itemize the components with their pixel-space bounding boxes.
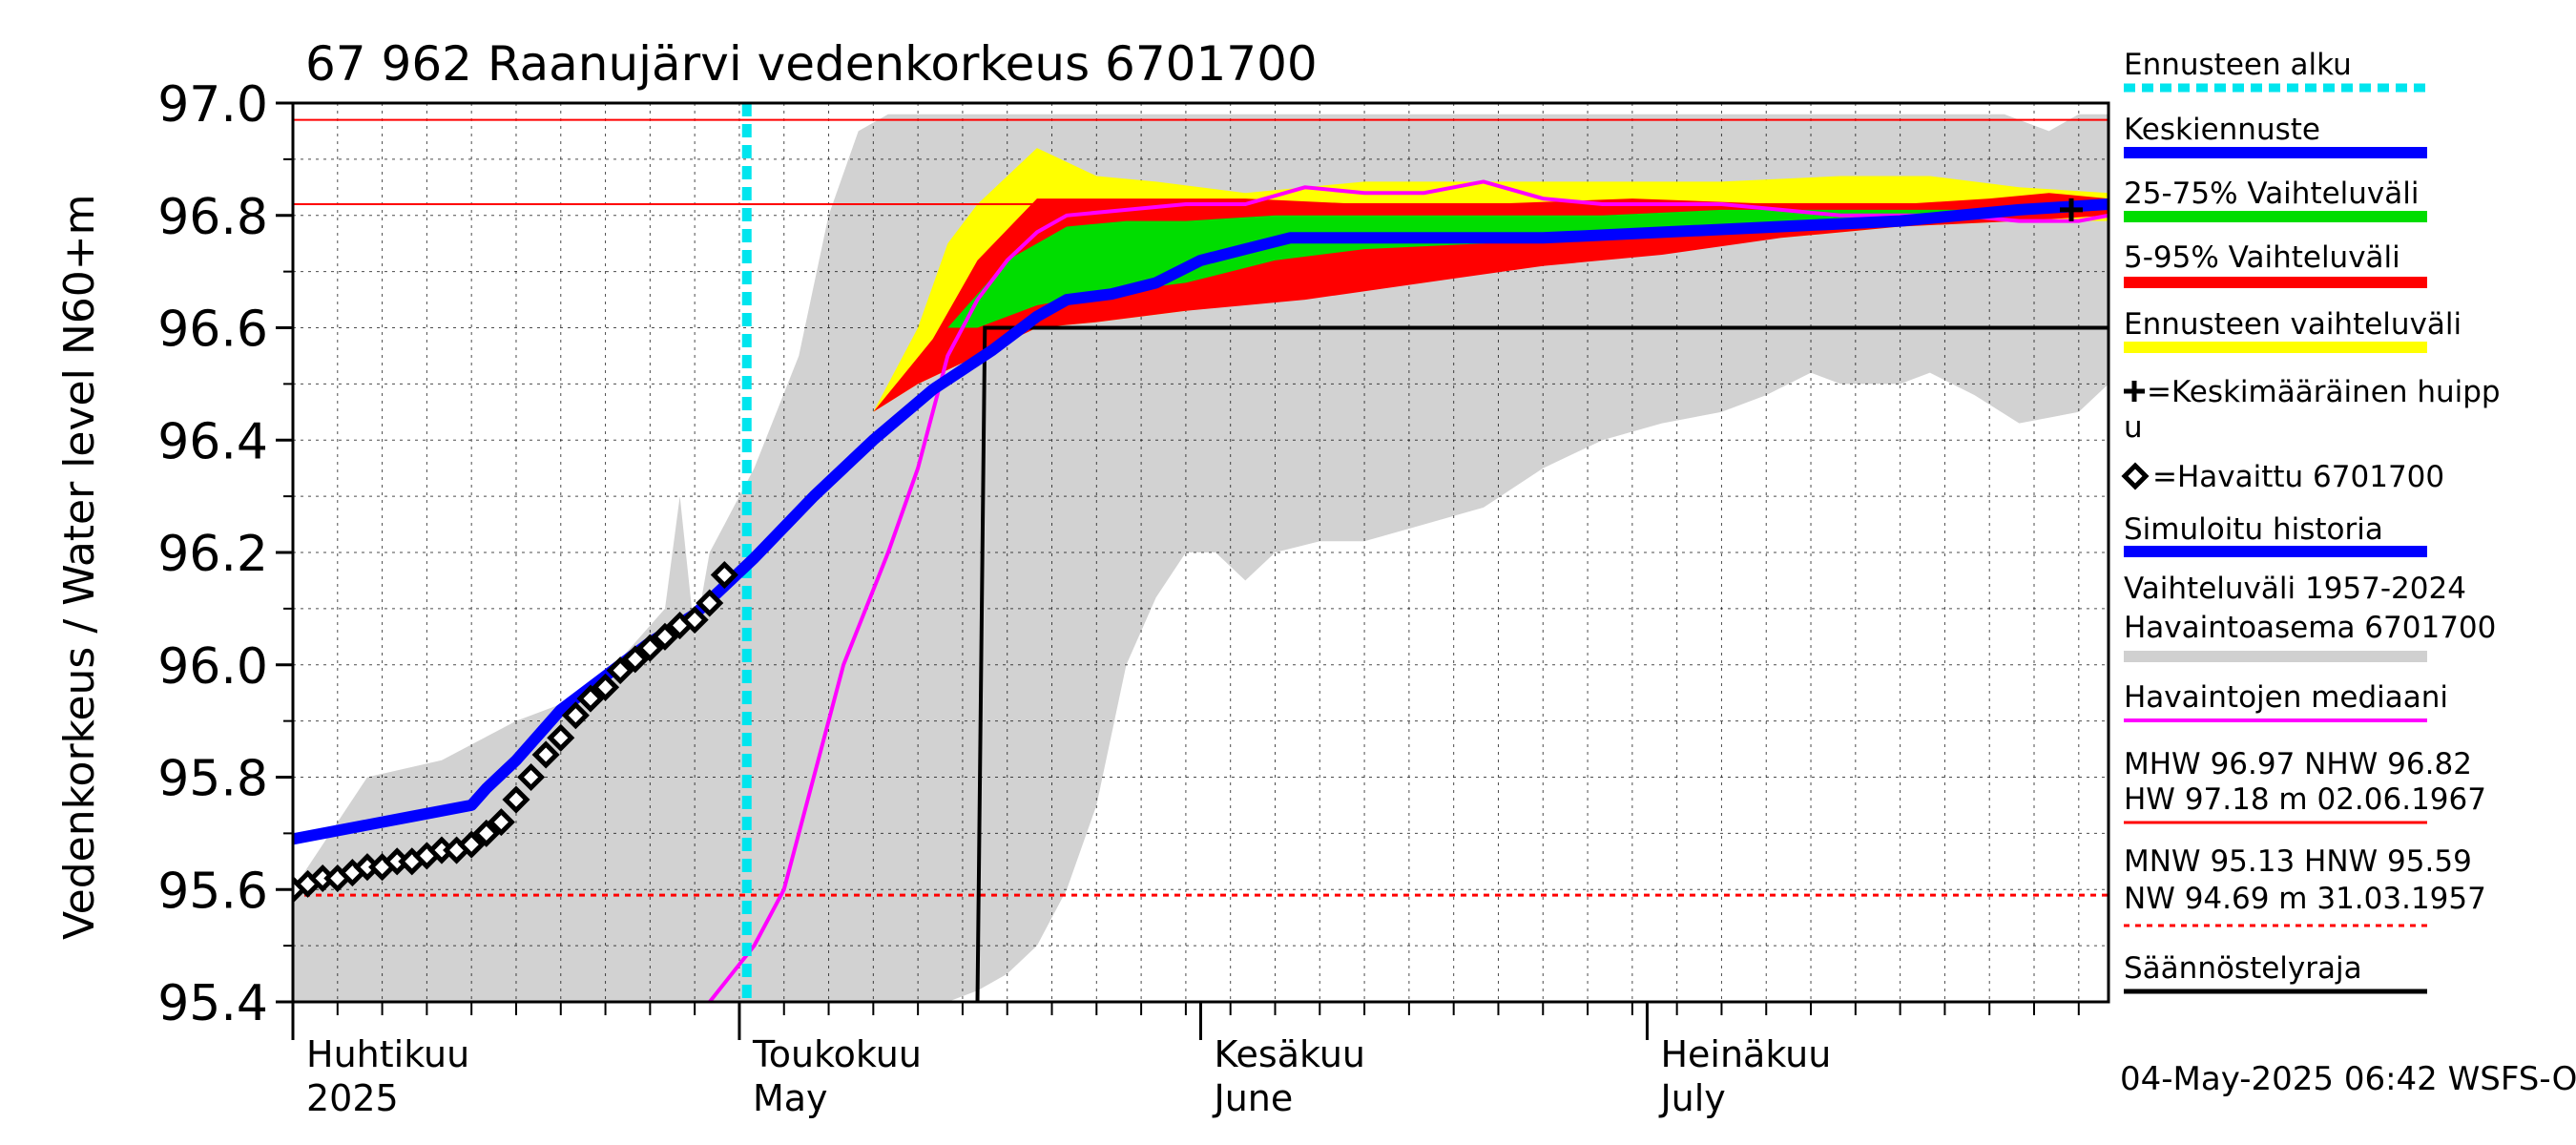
observed-point xyxy=(472,819,501,847)
legend-label: Havaintojen mediaani xyxy=(2124,680,2448,715)
y-axis-label: Vedenkorkeus / Water level N60+m xyxy=(55,195,104,940)
observed-point xyxy=(635,634,664,662)
legend-label: MHW 96.97 NHW 96.82 xyxy=(2124,747,2472,781)
month-label-en: 2025 xyxy=(306,1077,399,1119)
y-tick-label: 97.0 xyxy=(157,76,268,134)
legend-label: =Havaittu 6701700 xyxy=(2152,460,2444,494)
month-label-fi: Toukokuu xyxy=(752,1033,922,1075)
y-tick-label: 96.4 xyxy=(157,413,268,470)
mean-peak-marker xyxy=(2060,198,2083,221)
y-tick-label: 96.8 xyxy=(157,189,268,246)
legend-label: Simuloitu historia xyxy=(2124,512,2383,547)
observed-point xyxy=(457,830,486,859)
legend-label: Havaintoasema 6701700 xyxy=(2124,611,2496,645)
observed-point xyxy=(680,606,709,635)
legend-label: Vaihteluväli 1957-2024 xyxy=(2124,572,2466,606)
month-label-en: June xyxy=(1213,1077,1294,1119)
legend-label: NW 94.69 m 31.03.1957 xyxy=(2124,882,2486,916)
observed-point xyxy=(651,622,679,651)
legend-label: Säännöstelyraja xyxy=(2124,951,2362,986)
timestamp-footer: 04-May-2025 06:42 WSFS-O xyxy=(2120,1060,2576,1098)
mean-forecast-line xyxy=(293,198,2109,845)
y-tick-label: 96.2 xyxy=(157,526,268,583)
month-label-en: July xyxy=(1658,1077,1725,1119)
observed-point xyxy=(487,808,515,837)
legend-label: Ennusteen alku xyxy=(2124,48,2352,82)
plot-content xyxy=(293,103,2109,1002)
observed-point xyxy=(710,561,738,590)
legend-label: Keskiennuste xyxy=(2124,113,2320,147)
legend: Ennusteen alku Keskiennuste 25-75% Vaihtel… xyxy=(2121,48,2501,994)
month-label-fi: Heinäkuu xyxy=(1660,1033,1831,1075)
observed-point xyxy=(696,589,724,617)
observed-point xyxy=(606,656,634,685)
observed-point xyxy=(502,785,530,814)
legend-label: HW 97.18 m 02.06.1967 xyxy=(2124,782,2486,817)
month-label-fi: Huhtikuu xyxy=(306,1033,469,1075)
legend-label: =Keskimääräinen huipp xyxy=(2147,375,2501,409)
observed-point xyxy=(592,673,620,701)
chart-title: 67 962 Raanujärvi vedenkorkeus 6701700 xyxy=(305,36,1318,92)
y-tick-label: 95.6 xyxy=(157,863,268,920)
y-tick-label: 96.6 xyxy=(157,302,268,359)
observed-point xyxy=(517,762,546,792)
month-label-en: May xyxy=(753,1077,828,1119)
observed-point xyxy=(576,684,605,713)
median-history-line xyxy=(708,179,2109,1002)
regulation-limit-line xyxy=(975,325,2109,1002)
legend-label: MNW 95.13 HNW 95.59 xyxy=(2124,844,2472,879)
y-tick-labels: 95.4 95.6 95.8 96.0 96.2 96.4 96.6 96.8 97.0 xyxy=(157,76,293,1032)
range-25-75-band xyxy=(947,204,2109,328)
y-tick-label: 95.4 xyxy=(157,975,268,1032)
plot-area xyxy=(291,101,2110,1004)
observed-point xyxy=(547,723,575,752)
legend-label: u xyxy=(2124,410,2143,445)
legend-label: 25-75% Vaihteluväli xyxy=(2124,177,2420,211)
legend-label: 5-95% Vaihteluväli xyxy=(2124,240,2400,275)
observed-point xyxy=(621,645,650,674)
observed-point xyxy=(561,701,590,730)
y-tick-label: 96.0 xyxy=(157,638,268,696)
observed-point xyxy=(531,740,560,769)
legend-observed-marker xyxy=(2121,462,2150,490)
month-label-fi: Kesäkuu xyxy=(1215,1033,1366,1075)
legend-peak-marker xyxy=(2124,381,2145,402)
y-tick-label: 95.8 xyxy=(157,751,268,808)
legend-label: Ennusteen vaihteluväli xyxy=(2124,307,2462,342)
